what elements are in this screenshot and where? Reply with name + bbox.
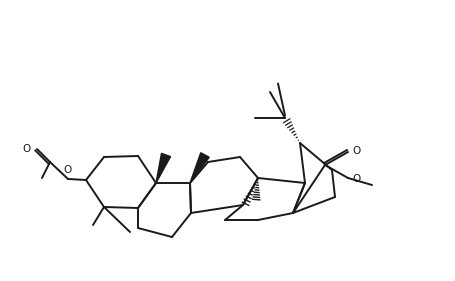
Text: O: O (352, 174, 360, 184)
Text: O: O (352, 146, 360, 156)
Polygon shape (156, 153, 171, 183)
Text: O: O (23, 144, 31, 154)
Polygon shape (190, 153, 209, 183)
Text: O: O (63, 165, 71, 175)
